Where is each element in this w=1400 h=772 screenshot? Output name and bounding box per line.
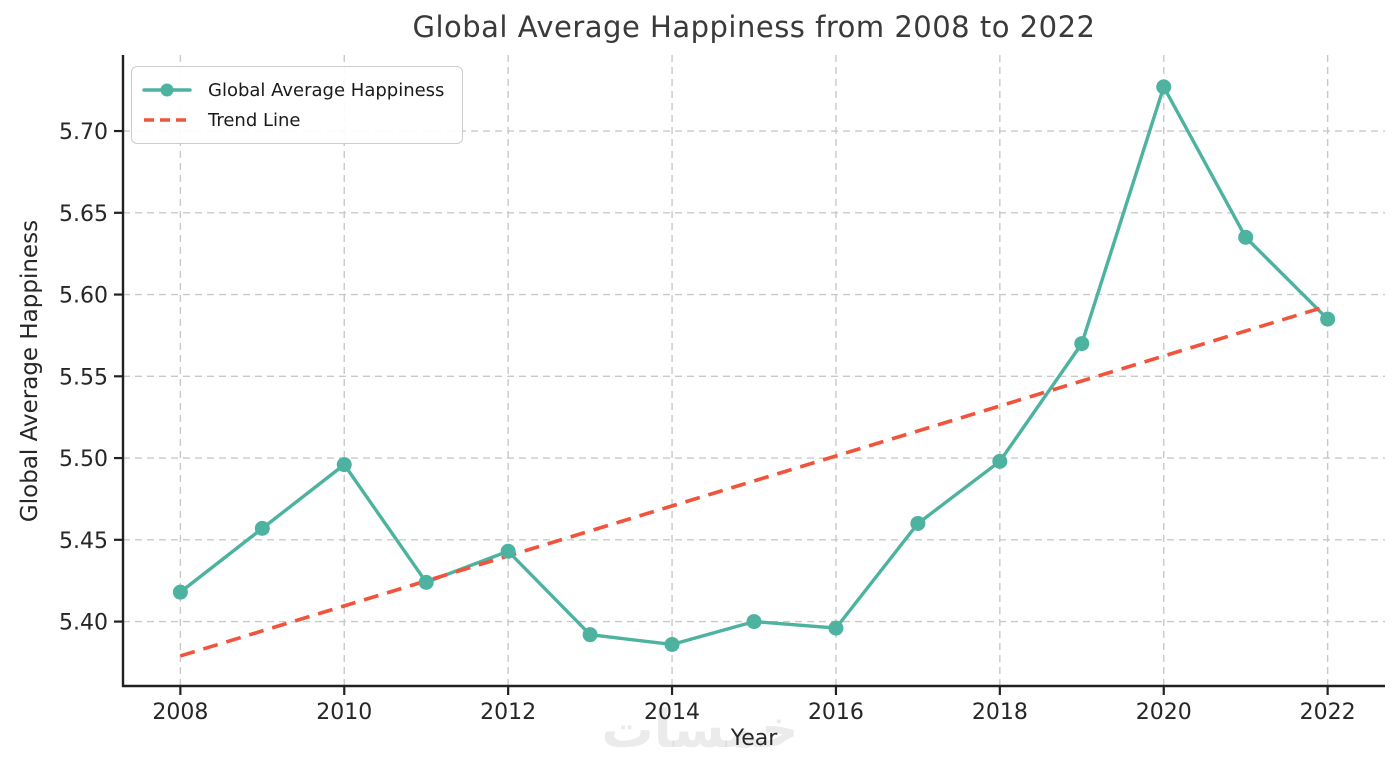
svg-text:5.40: 5.40 (59, 611, 108, 636)
legend-item-happiness: Global Average Happiness (142, 75, 444, 105)
legend-label-trend: Trend Line (208, 109, 301, 131)
svg-text:5.60: 5.60 (59, 284, 108, 309)
svg-text:2014: 2014 (644, 700, 700, 725)
svg-text:5.45: 5.45 (59, 529, 108, 554)
svg-text:5.50: 5.50 (59, 447, 108, 472)
legend: Global Average Happiness Trend Line (131, 66, 464, 144)
svg-text:2012: 2012 (480, 700, 536, 725)
svg-text:2008: 2008 (152, 700, 208, 725)
svg-text:2016: 2016 (808, 700, 864, 725)
svg-text:2010: 2010 (316, 700, 372, 725)
svg-text:2018: 2018 (972, 700, 1028, 725)
svg-text:2022: 2022 (1300, 700, 1356, 725)
svg-text:5.65: 5.65 (59, 202, 108, 227)
svg-text:5.70: 5.70 (59, 120, 108, 145)
trend-line-sample-icon (144, 118, 190, 122)
svg-text:2020: 2020 (1136, 700, 1192, 725)
happiness-line-sample-icon (142, 83, 192, 97)
legend-item-trend: Trend Line (142, 105, 444, 135)
legend-label-happiness: Global Average Happiness (208, 79, 445, 101)
chart-title: Global Average Happiness from 2008 to 20… (412, 10, 1096, 44)
svg-text:5.55: 5.55 (59, 365, 108, 390)
x-axis-label: Year (730, 726, 778, 751)
